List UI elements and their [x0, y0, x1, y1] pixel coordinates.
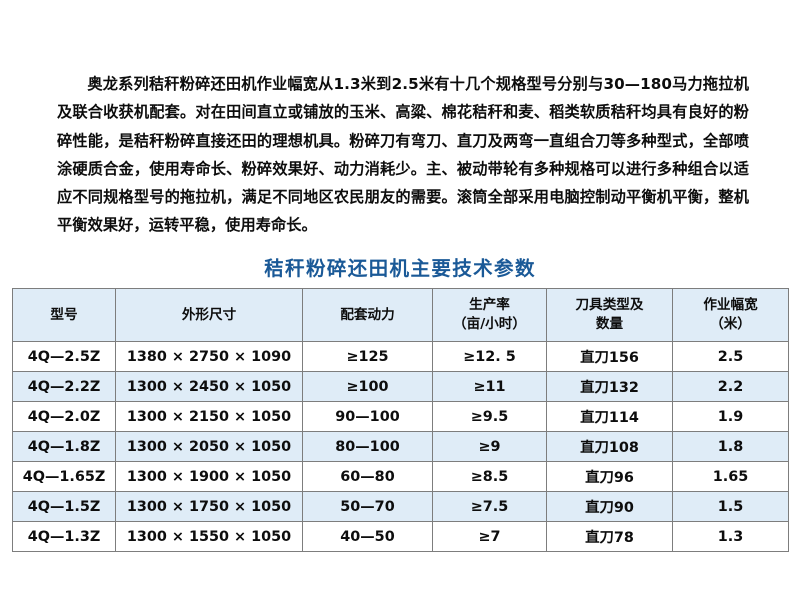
table-row: 4Q—1.5Z 1300 × 1750 × 1050 50—70 ≥7.5 直刀… — [12, 491, 789, 522]
cell-productivity: ≥11 — [432, 371, 547, 402]
cell-model: 4Q—2.5Z — [12, 341, 116, 372]
cell-power: 60—80 — [302, 461, 433, 492]
column-header-dimensions: 外形尺寸 — [115, 288, 303, 342]
cell-working-width: 1.5 — [672, 491, 789, 522]
column-header-productivity-line2: （亩/小时） — [453, 316, 526, 332]
cell-blade: 直刀108 — [546, 431, 673, 462]
cell-productivity: ≥7.5 — [432, 491, 547, 522]
cell-productivity: ≥8.5 — [432, 461, 547, 492]
cell-working-width: 2.2 — [672, 371, 789, 402]
cell-dimensions: 1300 × 2150 × 1050 — [115, 401, 303, 432]
table-row: 4Q—2.2Z 1300 × 2450 × 1050 ≥100 ≥11 直刀13… — [12, 371, 789, 402]
specifications-table: 型号 外形尺寸 配套动力 生产率 （亩/小时） 刀具类型及 数量 作业幅宽 — [12, 288, 789, 552]
section-title: 秸秆粉碎还田机主要技术参数 — [264, 257, 536, 280]
cell-power: 80—100 — [302, 431, 433, 462]
column-header-model: 型号 — [12, 288, 116, 342]
cell-working-width: 1.65 — [672, 461, 789, 492]
cell-blade: 直刀96 — [546, 461, 673, 492]
table-row: 4Q—1.3Z 1300 × 1550 × 1050 40—50 ≥7 直刀78… — [12, 521, 789, 552]
cell-working-width: 1.9 — [672, 401, 789, 432]
cell-working-width: 1.3 — [672, 521, 789, 552]
cell-blade: 直刀156 — [546, 341, 673, 372]
column-header-productivity: 生产率 （亩/小时） — [432, 288, 547, 342]
column-header-model-line1: 型号 — [50, 306, 78, 323]
cell-dimensions: 1300 × 1550 × 1050 — [115, 521, 303, 552]
cell-blade: 直刀90 — [546, 491, 673, 522]
cell-model: 4Q—2.2Z — [12, 371, 116, 402]
cell-working-width: 1.8 — [672, 431, 789, 462]
cell-working-width: 2.5 — [672, 341, 789, 372]
cell-power: 40—50 — [302, 521, 433, 552]
column-header-dimensions-line1: 外形尺寸 — [181, 306, 237, 323]
column-header-working-width: 作业幅宽 （米） — [672, 288, 789, 342]
cell-power: ≥100 — [302, 371, 433, 402]
column-header-productivity-line1: 生产率 — [469, 297, 510, 313]
cell-model: 4Q—2.0Z — [12, 401, 116, 432]
column-header-power-line1: 配套动力 — [340, 306, 395, 323]
intro-paragraph: 奥龙系列秸秆粉碎还田机作业幅宽从1.3米到2.5米有十几个规格型号分别与30—1… — [57, 75, 749, 235]
column-header-blade: 刀具类型及 数量 — [546, 288, 673, 342]
cell-blade: 直刀132 — [546, 371, 673, 402]
cell-model: 4Q—1.65Z — [12, 461, 116, 492]
cell-dimensions: 1300 × 2450 × 1050 — [115, 371, 303, 402]
cell-dimensions: 1380 × 2750 × 1090 — [115, 341, 303, 372]
cell-model: 4Q—1.3Z — [12, 521, 116, 552]
cell-power: ≥125 — [302, 341, 433, 372]
cell-blade: 直刀114 — [546, 401, 673, 432]
cell-blade: 直刀78 — [546, 521, 673, 552]
cell-dimensions: 1300 × 1900 × 1050 — [115, 461, 303, 492]
cell-model: 4Q—1.8Z — [12, 431, 116, 462]
table-row: 4Q—1.8Z 1300 × 2050 × 1050 80—100 ≥9 直刀1… — [12, 431, 789, 462]
cell-productivity: ≥7 — [432, 521, 547, 552]
table-row: 4Q—2.5Z 1380 × 2750 × 1090 ≥125 ≥12. 5 直… — [12, 341, 789, 372]
column-header-blade-line1: 刀具类型及 — [575, 297, 644, 313]
column-header-working-width-line2: （米） — [710, 316, 751, 332]
table-header-row: 型号 外形尺寸 配套动力 生产率 （亩/小时） 刀具类型及 数量 作业幅宽 — [12, 288, 789, 342]
cell-model: 4Q—1.5Z — [12, 491, 116, 522]
table-row: 4Q—2.0Z 1300 × 2150 × 1050 90—100 ≥9.5 直… — [12, 401, 789, 432]
cell-productivity: ≥12. 5 — [432, 341, 547, 372]
cell-productivity: ≥9.5 — [432, 401, 547, 432]
cell-dimensions: 1300 × 2050 × 1050 — [115, 431, 303, 462]
column-header-working-width-line1: 作业幅宽 — [703, 297, 758, 313]
cell-power: 90—100 — [302, 401, 433, 432]
cell-power: 50—70 — [302, 491, 433, 522]
cell-dimensions: 1300 × 1750 × 1050 — [115, 491, 303, 522]
column-header-power: 配套动力 — [302, 288, 433, 342]
table-row: 4Q—1.65Z 1300 × 1900 × 1050 60—80 ≥8.5 直… — [12, 461, 789, 492]
table-header: 型号 外形尺寸 配套动力 生产率 （亩/小时） 刀具类型及 数量 作业幅宽 — [12, 288, 789, 342]
column-header-blade-line2: 数量 — [595, 316, 624, 332]
table-body: 4Q—2.5Z 1380 × 2750 × 1090 ≥125 ≥12. 5 直… — [12, 341, 789, 552]
cell-productivity: ≥9 — [432, 431, 547, 462]
